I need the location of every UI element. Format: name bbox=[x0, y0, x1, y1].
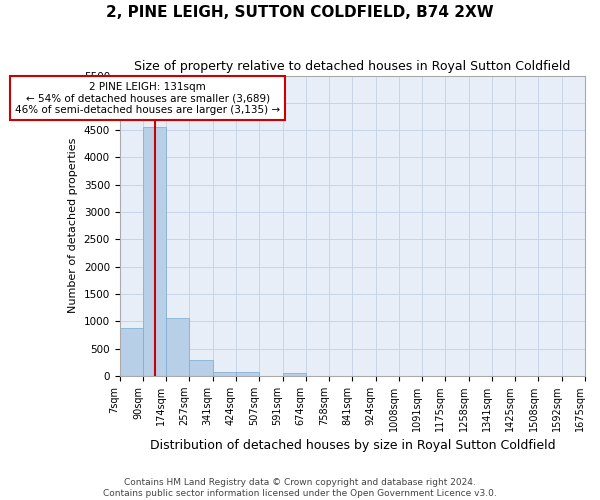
Bar bbox=[166, 318, 190, 376]
Bar bbox=[236, 372, 259, 376]
Title: Size of property relative to detached houses in Royal Sutton Coldfield: Size of property relative to detached ho… bbox=[134, 60, 571, 73]
Bar bbox=[143, 128, 166, 376]
Bar bbox=[283, 373, 306, 376]
Y-axis label: Number of detached properties: Number of detached properties bbox=[68, 138, 78, 314]
Text: Contains HM Land Registry data © Crown copyright and database right 2024.
Contai: Contains HM Land Registry data © Crown c… bbox=[103, 478, 497, 498]
X-axis label: Distribution of detached houses by size in Royal Sutton Coldfield: Distribution of detached houses by size … bbox=[149, 440, 555, 452]
Text: 2, PINE LEIGH, SUTTON COLDFIELD, B74 2XW: 2, PINE LEIGH, SUTTON COLDFIELD, B74 2XW bbox=[106, 5, 494, 20]
Bar bbox=[119, 328, 143, 376]
Text: 2 PINE LEIGH: 131sqm
← 54% of detached houses are smaller (3,689)
46% of semi-de: 2 PINE LEIGH: 131sqm ← 54% of detached h… bbox=[15, 82, 280, 115]
Bar bbox=[213, 372, 236, 376]
Bar bbox=[190, 360, 213, 376]
